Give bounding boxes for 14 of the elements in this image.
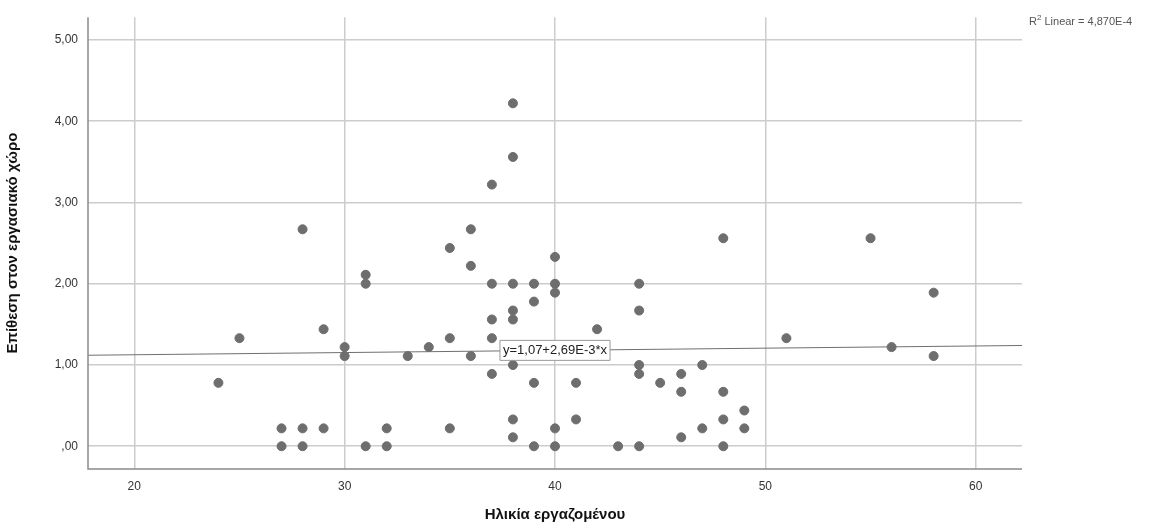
x-tick-label: 30 (337, 478, 352, 493)
y-axis-title: Επίθεση στον εργασιακό χώρο (3, 132, 21, 354)
x-axis-title: Ηλικία εργαζομένου (484, 505, 626, 523)
x-tick-label: 50 (758, 478, 773, 493)
y-tick-label: ,00 (61, 438, 79, 453)
x-tick-label: 60 (969, 478, 983, 493)
y-tick-label: 4,00 (54, 113, 79, 128)
y-tick-label: 2,00 (54, 276, 79, 291)
x-tick-label: 20 (127, 478, 142, 493)
y-tick-label: 5,00 (54, 32, 79, 47)
y-tick-label: 3,00 (54, 194, 79, 209)
x-tick-label: 40 (548, 478, 562, 493)
y-tick-label: 1,00 (54, 357, 79, 372)
annotation: y=1,07+2,69E-3*x (502, 341, 608, 357)
